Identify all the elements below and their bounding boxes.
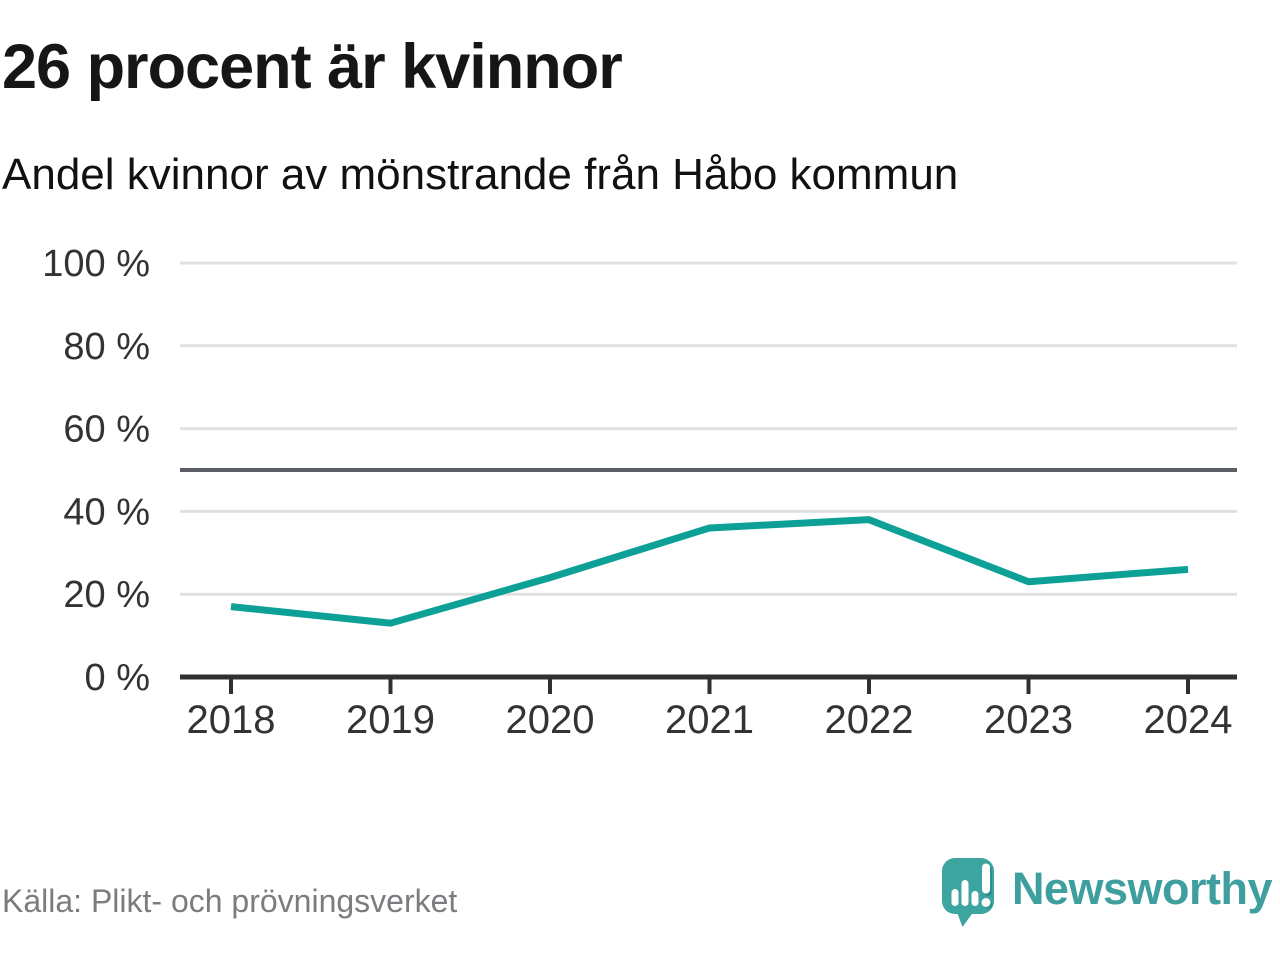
series-line xyxy=(230,516,1189,627)
page-subtitle: Andel kvinnor av mönstrande från Håbo ko… xyxy=(2,150,959,199)
x-axis-tick-label: 2018 xyxy=(187,698,276,742)
newsworthy-logo-icon xyxy=(941,858,994,927)
source-note: Källa: Plikt- och prövningsverket xyxy=(2,883,458,919)
y-axis-tick-label: 100 % xyxy=(42,243,150,285)
y-axis-tick-label: 0 % xyxy=(85,657,150,699)
y-axis-tick-label: 60 % xyxy=(63,409,150,451)
x-axis-tick-label: 2020 xyxy=(506,698,595,742)
x-axis-tick-label: 2023 xyxy=(984,698,1073,742)
x-axis-tick-label: 2022 xyxy=(825,698,914,742)
y-axis-tick-label: 80 % xyxy=(63,326,150,368)
page-title: 26 procent är kvinnor xyxy=(2,32,623,102)
newsworthy-logo-text: Newsworthy xyxy=(1011,863,1273,914)
y-axis-tick-label: 40 % xyxy=(63,491,150,533)
newsworthy-logo: Newsworthy xyxy=(941,857,1273,929)
x-axis-tick-label: 2024 xyxy=(1144,698,1233,742)
x-axis-tick-label: 2019 xyxy=(346,698,435,742)
x-axis-tick-label: 2021 xyxy=(665,698,754,742)
y-axis-tick-label: 20 % xyxy=(63,574,150,616)
